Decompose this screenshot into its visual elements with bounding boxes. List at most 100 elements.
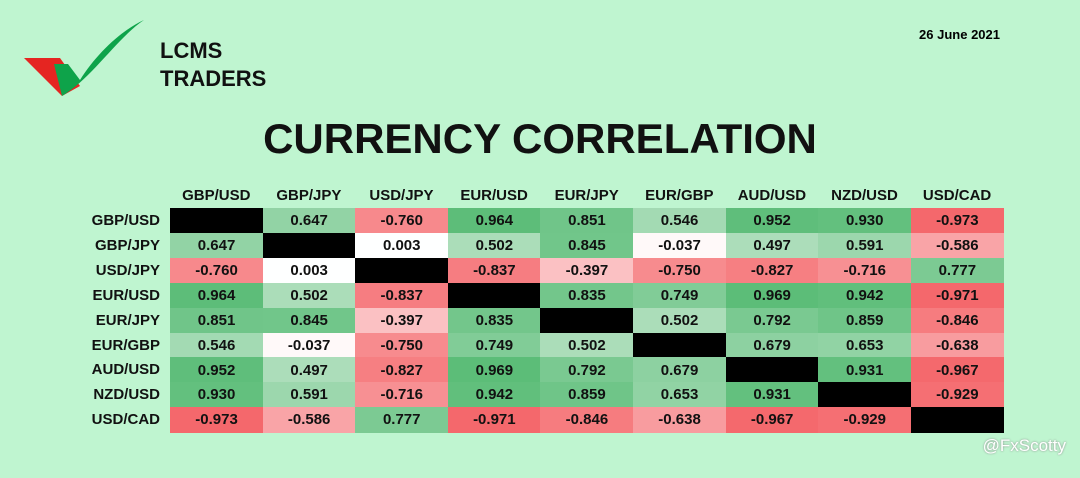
correlation-cell: -0.760 [170,257,264,284]
correlation-cell: -0.638 [910,332,1004,358]
correlation-cell: 0.749 [633,282,727,309]
correlation-cell: 0.859 [818,307,912,333]
column-header: EUR/USD [460,187,528,204]
correlation-cell: 0.502 [633,307,727,333]
correlation-cell: 0.851 [540,208,634,234]
correlation-cell: -0.929 [910,382,1004,408]
correlation-cell: -0.973 [910,208,1004,234]
correlation-cell: 0.647 [170,232,264,259]
correlation-cell: 0.969 [447,357,541,383]
correlation-cell: 0.749 [447,332,541,358]
correlation-cell: -0.929 [818,407,912,433]
logo [24,20,144,96]
correlation-cell: -0.638 [633,407,727,433]
column-header: EUR/GBP [645,187,714,204]
correlation-cell: -0.716 [818,257,912,284]
correlation-cell: -0.971 [447,407,541,433]
diagonal-cell [447,282,541,309]
diagonal-cell [910,407,1004,433]
correlation-cell: 0.546 [170,332,264,358]
correlation-cell: -0.827 [355,357,449,383]
diagonal-cell [355,257,449,284]
correlation-cell: 0.653 [633,382,727,408]
diagonal-cell [725,357,819,383]
correlation-cell: 0.942 [447,382,541,408]
correlation-cell: 0.777 [355,407,449,433]
correlation-cell: 0.003 [262,257,356,284]
correlation-cell: 0.497 [725,232,819,259]
correlation-cell: 0.952 [725,208,819,234]
correlation-cell: 0.845 [262,307,356,333]
correlation-cell: -0.760 [355,208,449,234]
correlation-cell: -0.846 [910,307,1004,333]
correlation-cell: 0.502 [447,232,541,259]
brand-line: LCMS [160,38,223,63]
diagonal-cell [170,208,264,234]
correlation-cell: -0.750 [355,332,449,358]
diagonal-cell [818,382,912,408]
correlation-cell: -0.037 [262,332,356,358]
correlation-cell: -0.586 [262,407,356,433]
row-label: EUR/JPY [95,311,160,329]
correlation-cell: 0.845 [540,232,634,259]
correlation-cell: -0.837 [355,282,449,309]
row-label: NZD/USD [93,386,160,404]
correlation-cell: -0.750 [633,257,727,284]
correlation-cell: 0.591 [262,382,356,408]
row-label: USD/CAD [91,411,160,429]
correlation-cell: 0.653 [818,332,912,358]
diagonal-cell [262,232,356,259]
date: 26 June 2021 [919,27,1000,42]
column-header: GBP/JPY [276,187,342,204]
correlation-cell: 0.930 [818,208,912,234]
row-label: AUD/USD [91,361,160,379]
row-label: GBP/JPY [94,236,160,254]
column-header: USD/JPY [369,187,434,204]
correlation-cell: 0.647 [262,208,356,234]
column-header: USD/CAD [922,187,992,204]
correlation-cell: 0.679 [633,357,727,383]
correlation-cell: 0.851 [170,307,264,333]
row-label: USD/JPY [95,261,160,279]
correlation-cell: 0.546 [633,208,727,234]
row-label: EUR/USD [92,286,160,304]
title: CURRENCY CORRELATION [263,115,817,162]
correlation-cell: -0.971 [910,282,1004,309]
correlation-cell: 0.930 [170,382,264,408]
correlation-cell: -0.967 [725,407,819,433]
correlation-cell: 0.792 [725,307,819,333]
correlation-cell: 0.835 [540,282,634,309]
row-label: EUR/GBP [91,336,160,354]
correlation-cell: 0.859 [540,382,634,408]
correlation-cell: -0.827 [725,257,819,284]
row-label: GBP/USD [91,212,160,229]
correlation-cell: 0.931 [725,382,819,408]
correlation-cell: 0.969 [725,282,819,309]
column-header: EUR/JPY [554,187,619,204]
correlation-cell: -0.837 [447,257,541,284]
watermark: @FxScotty [982,436,1066,455]
correlation-cell: -0.037 [633,232,727,259]
correlation-cell: 0.679 [725,332,819,358]
correlation-cell: 0.003 [355,232,449,259]
diagonal-cell [540,307,634,333]
column-header: NZD/USD [831,187,898,204]
correlation-cell: -0.397 [540,257,634,284]
correlation-cell: 0.591 [818,232,912,259]
column-header: GBP/USD [182,187,251,204]
correlation-cell: -0.973 [170,407,264,433]
correlation-cell: 0.931 [818,357,912,383]
column-header: AUD/USD [737,187,807,204]
correlation-cell: -0.967 [910,357,1004,383]
correlation-cell: -0.397 [355,307,449,333]
correlation-cell: 0.964 [447,208,541,234]
correlation-cell: 0.502 [540,332,634,358]
correlation-cell: 0.777 [910,257,1004,284]
diagonal-cell [633,332,727,358]
correlation-cell: -0.586 [910,232,1004,259]
correlation-cell: 0.952 [170,357,264,383]
correlation-cell: 0.502 [262,282,356,309]
correlation-cell: -0.716 [355,382,449,408]
correlation-cell: 0.964 [170,282,264,309]
